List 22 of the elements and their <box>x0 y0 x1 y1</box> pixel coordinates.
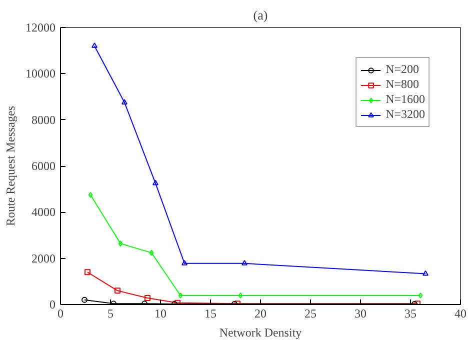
y-tick-label: 2000 <box>32 251 56 266</box>
y-tick-label: 6000 <box>32 159 56 173</box>
y-tick-label: 8000 <box>32 112 56 127</box>
y-tick-label: 0 <box>50 298 56 312</box>
x-tick-label: 20 <box>254 306 266 320</box>
x-axis-title: Network Density <box>219 326 302 340</box>
legend-label: N=200 <box>386 62 419 77</box>
x-tick-label: 10 <box>154 306 166 320</box>
legend-label: N=3200 <box>386 107 425 122</box>
x-tick-label: 30 <box>354 306 366 320</box>
x-tick-label: 35 <box>404 306 416 320</box>
y-tick-label: 4000 <box>32 205 56 220</box>
y-tick-label: 12000 <box>26 20 56 34</box>
x-tick-label: 40 <box>454 306 466 320</box>
y-axis-title: Route Request Messages <box>4 106 18 226</box>
legend-label: N=800 <box>386 77 419 92</box>
x-tick-label: 5 <box>108 306 114 320</box>
chart-title: (a) <box>253 8 268 22</box>
y-tick-label: 10000 <box>26 66 56 81</box>
legend-label: N=1600 <box>386 92 425 107</box>
x-tick-label: 25 <box>304 306 316 320</box>
x-tick-label: 15 <box>204 306 216 320</box>
